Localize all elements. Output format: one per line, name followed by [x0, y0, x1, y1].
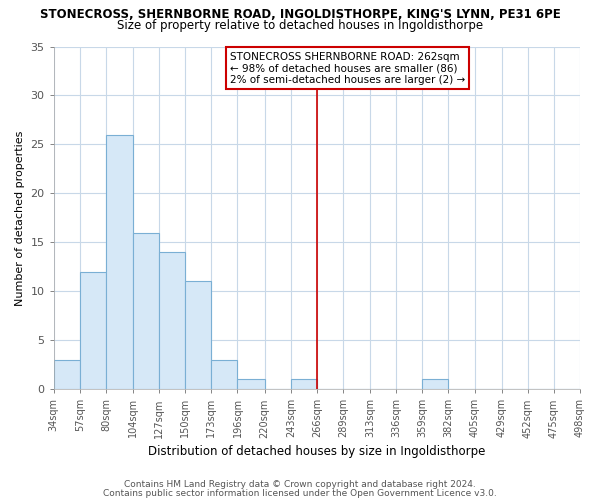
- Bar: [211, 360, 238, 389]
- Text: Contains HM Land Registry data © Crown copyright and database right 2024.: Contains HM Land Registry data © Crown c…: [124, 480, 476, 489]
- X-axis label: Distribution of detached houses by size in Ingoldisthorpe: Distribution of detached houses by size …: [148, 444, 485, 458]
- Text: STONECROSS, SHERNBORNE ROAD, INGOLDISTHORPE, KING'S LYNN, PE31 6PE: STONECROSS, SHERNBORNE ROAD, INGOLDISTHO…: [40, 8, 560, 20]
- Bar: [238, 380, 265, 389]
- Bar: [159, 252, 185, 389]
- Y-axis label: Number of detached properties: Number of detached properties: [15, 130, 25, 306]
- Bar: [133, 232, 159, 389]
- Bar: [422, 380, 448, 389]
- Bar: [54, 360, 80, 389]
- Text: Size of property relative to detached houses in Ingoldisthorpe: Size of property relative to detached ho…: [117, 19, 483, 32]
- Bar: [291, 380, 317, 389]
- Bar: [106, 134, 133, 389]
- Bar: [80, 272, 106, 389]
- Text: Contains public sector information licensed under the Open Government Licence v3: Contains public sector information licen…: [103, 488, 497, 498]
- Bar: [185, 282, 211, 389]
- Text: STONECROSS SHERNBORNE ROAD: 262sqm
← 98% of detached houses are smaller (86)
2% : STONECROSS SHERNBORNE ROAD: 262sqm ← 98%…: [230, 52, 465, 85]
